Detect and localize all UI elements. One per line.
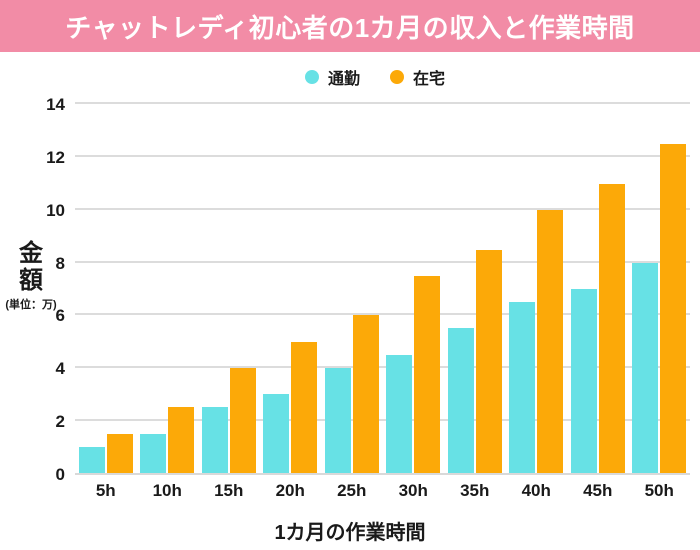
x-tick-label-40h: 40h [521,481,551,500]
category-group-5h [75,105,137,473]
chart-legend: 通勤 在宅 [0,64,700,90]
x-tick-label-50h: 50h [644,481,674,500]
chart-title: チャットレディ初心者の1カ月の収入と作業時間 [65,12,635,43]
gridline-y-6 [75,313,690,316]
category-group-20h [260,105,322,473]
gridline-y-10 [75,207,690,210]
category-group-50h [629,105,691,473]
y-tick-label-0: 0 [55,465,65,484]
x-tick-label-20h: 20h [275,481,305,500]
x-tick-label-15h: 15h [214,481,244,500]
y-tick-label-4: 4 [55,359,65,379]
y-axis-tick-labels: 0 2 4 6 8 10 12 14 [0,95,65,484]
x-tick-label-25h: 25h [337,481,367,500]
bar-通勤-25h [324,367,351,473]
legend-label: 在宅 [413,71,446,88]
y-axis-title-char-1: 金 [19,240,43,267]
category-group-35h [444,105,506,473]
gridline-y-14 [75,102,690,104]
gridline-y-4 [75,366,690,369]
category-group-10h [137,105,199,473]
bar-通勤-15h [201,407,228,473]
x-tick-label-10h: 10h [152,481,182,500]
legend-dot-icon [390,70,404,84]
legend-dot-icon [304,70,319,84]
bar-通勤-40h [509,302,536,473]
bar-通勤-5h [78,446,105,473]
legend-item-1: 在宅 [390,65,445,89]
y-axis-title-char-2: 額 [19,267,43,294]
category-group-30h [383,105,445,473]
category-group-25h [321,105,383,473]
bar-在宅-25h [352,315,379,473]
bar-在宅-10h [168,407,195,473]
bar-通勤-10h [140,433,167,473]
bar-通勤-35h [447,328,474,473]
bar-在宅-50h [660,144,687,473]
bar-通勤-45h [570,289,597,473]
bar-通勤-20h [263,394,290,473]
category-group-45h [567,105,629,473]
bar-在宅-30h [414,275,441,473]
x-tick-label-5h: 5h [95,481,116,500]
x-tick-label-35h: 35h [460,481,490,500]
chart-title-banner: チャットレディ初心者の1カ月の収入と作業時間 [0,0,700,52]
bar-在宅-35h [475,249,502,473]
bar-在宅-45h [598,183,625,473]
y-tick-label-10: 10 [46,200,65,220]
gridline-y-8 [75,260,690,263]
y-axis-title: 金 額 (単位：万) [0,240,62,312]
bar-通勤-30h [386,354,413,473]
category-group-15h [198,105,260,473]
x-tick-label-45h: 45h [583,481,613,500]
gridline-y-12 [75,154,690,157]
y-tick-label-12: 12 [46,147,65,167]
y-tick-label-8: 8 [55,253,65,273]
y-tick-label-6: 6 [55,306,65,326]
bar-在宅-5h [106,433,133,473]
gridline-y-2 [75,419,690,422]
y-tick-label-14: 14 [46,95,65,114]
bar-在宅-15h [229,367,256,473]
x-axis-tick-labels: 5h 10h 15h 20h 25h 30h 35h 40h 45h 50h [75,481,690,501]
bars-container [75,105,690,473]
x-tick-label-30h: 30h [398,481,428,500]
bar-通勤-50h [632,262,659,473]
y-axis-unit: (単位：万) [5,299,57,311]
legend-item-0: 通勤 [304,65,360,89]
y-tick-label-2: 2 [55,412,65,432]
bar-在宅-40h [537,210,564,473]
legend-label: 通勤 [327,71,360,88]
plot-area [75,102,690,475]
category-group-40h [506,105,568,473]
x-axis-title: 1カ月の作業時間 [274,522,426,544]
bar-在宅-20h [291,341,318,473]
